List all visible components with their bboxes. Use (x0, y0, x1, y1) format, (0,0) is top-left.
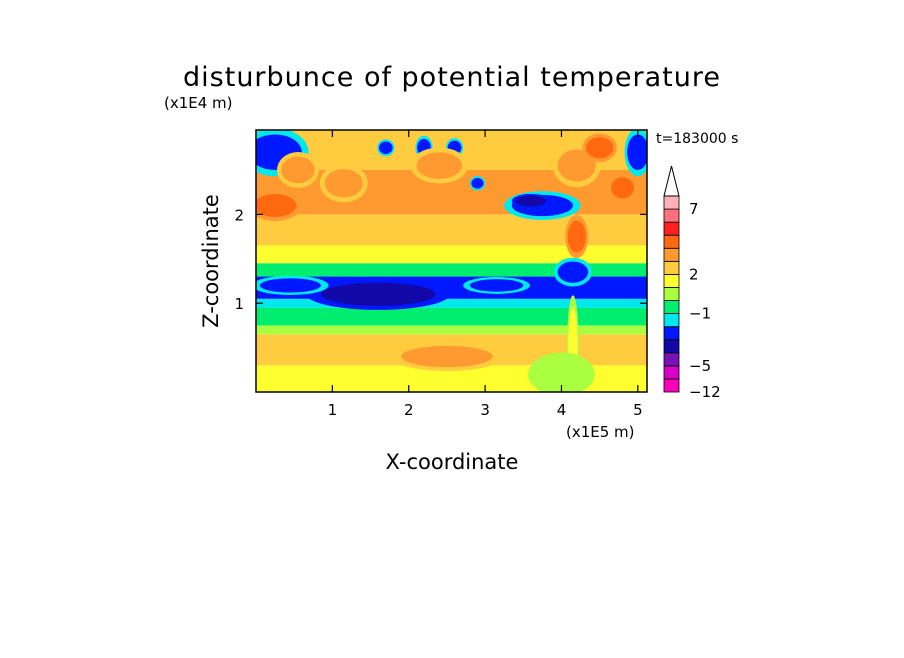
colorbar-extend-arrow (663, 165, 680, 197)
contour-band (256, 325, 647, 335)
y-axis: 12 (234, 206, 647, 313)
colorbar-swatch (663, 365, 680, 380)
colorbar-swatch (663, 287, 680, 301)
y-tick-label: 2 (234, 206, 244, 224)
x-tick-label: 5 (633, 401, 643, 419)
contour-feature (324, 169, 363, 198)
colorbar-swatch (663, 208, 680, 223)
time-label: t=183000 s (656, 131, 738, 147)
contour-feature (378, 141, 393, 154)
plot-frame (255, 129, 648, 393)
colorbar-swatch (663, 195, 680, 210)
contour-feature (259, 278, 321, 293)
colorbar-swatch (663, 247, 680, 262)
contour-feature (256, 193, 297, 218)
colorbar-swatch (663, 313, 680, 328)
colorbar-swatch (663, 326, 680, 341)
colorbar-swatch (663, 300, 680, 314)
colorbar-swatch (663, 234, 680, 249)
y-tick-label: 1 (234, 295, 244, 313)
contour-band (256, 307, 647, 326)
contour-feature (611, 177, 635, 199)
contour-feature (534, 358, 589, 391)
x-tick-label: 1 (328, 401, 338, 419)
contour-feature (401, 345, 493, 368)
y-axis-label: Z-coordinate (199, 194, 223, 328)
colorbar-swatch (663, 260, 680, 275)
x-axis-label: X-coordinate (386, 450, 519, 474)
colorbar-label: 7 (689, 200, 699, 218)
contour-feature (281, 156, 315, 184)
x-tick-label: 4 (557, 401, 567, 419)
contour-feature (469, 279, 524, 292)
colorbar-swatch (663, 352, 680, 367)
colorbar-swatch (663, 339, 680, 354)
x-tick-label: 3 (480, 401, 490, 419)
contour-feature (585, 137, 614, 159)
contour-band (256, 263, 647, 277)
contour-band (256, 298, 647, 308)
contour-feature (627, 134, 647, 170)
colorbar-label: 2 (689, 265, 699, 283)
x-axis: 1 2 3 4 5 (328, 130, 643, 419)
colorbar-swatch (663, 221, 680, 236)
colorbar-label: −1 (689, 305, 711, 323)
contour-feature (416, 152, 463, 179)
colorbar-swatch (663, 378, 680, 393)
colorbar: 7 2 −1 −5 −12 (663, 165, 721, 401)
contour-feature (515, 195, 547, 207)
colorbar-label: −12 (689, 383, 721, 401)
contour-feature (471, 177, 484, 189)
colorbar-label: −5 (689, 357, 711, 375)
contour-feature (557, 149, 596, 182)
contour-band (256, 214, 647, 246)
contour-field (256, 130, 647, 392)
x-tick-label: 2 (404, 401, 414, 419)
contour-feature (557, 261, 589, 283)
contour-feature (320, 282, 436, 306)
colorbar-swatch (663, 273, 680, 288)
y-unit-label: (x1E4 m) (164, 94, 233, 112)
contour-band (256, 245, 647, 264)
chart-title: disturbunce of potential temperature (183, 62, 721, 93)
contour-feature (567, 220, 586, 253)
x-unit-label: (x1E5 m) (566, 423, 635, 441)
